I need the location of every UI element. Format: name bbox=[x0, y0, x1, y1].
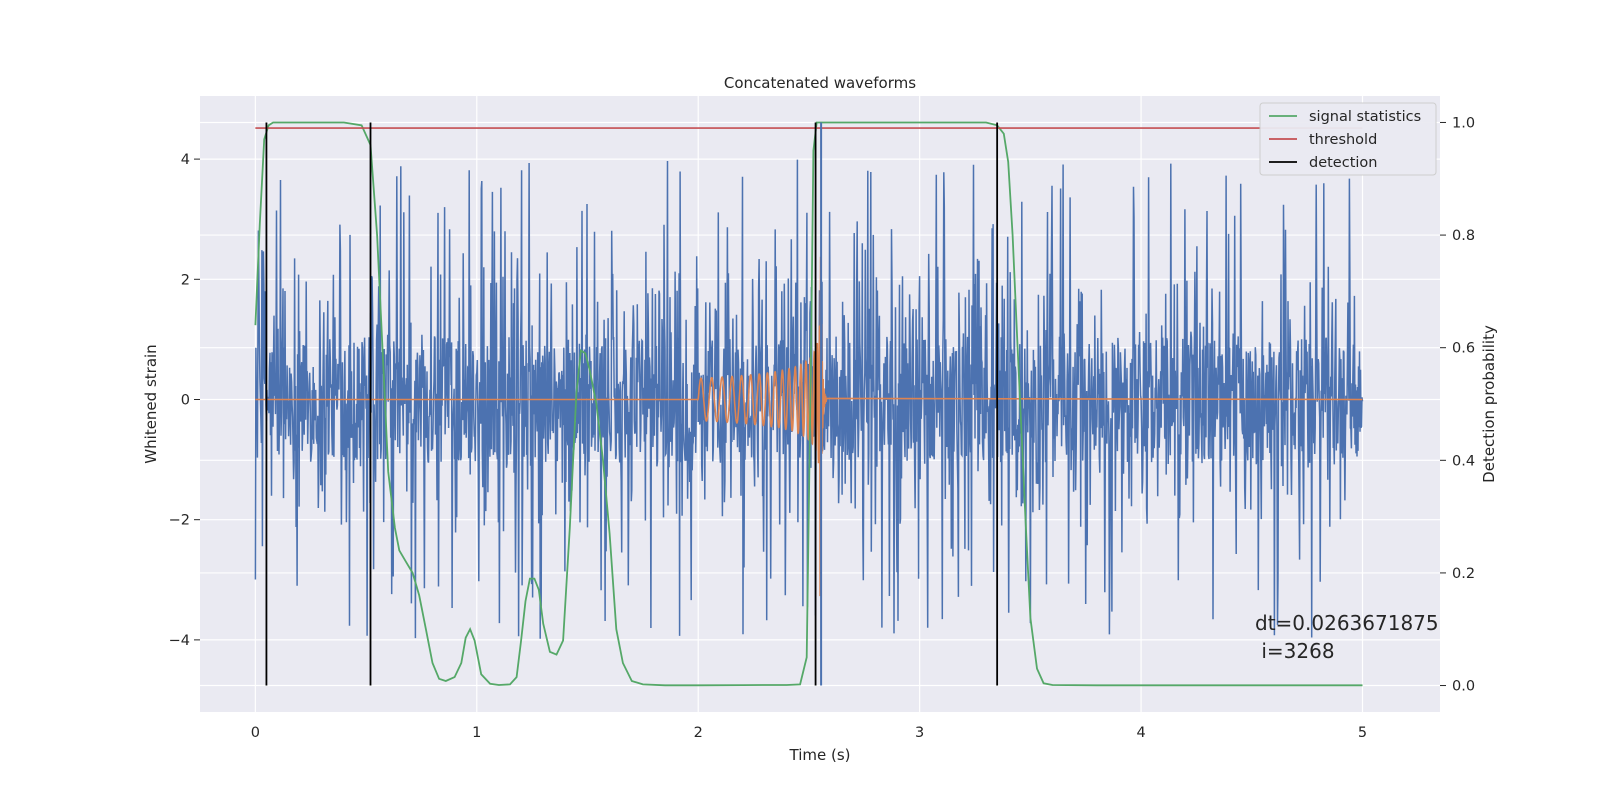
y2-tick-label-4: 0.8 bbox=[1452, 228, 1475, 244]
chart-title: Concatenated waveforms bbox=[724, 74, 916, 92]
template-waveform-line bbox=[255, 256, 1363, 597]
y2-tick-label-2: 0.4 bbox=[1452, 453, 1475, 469]
legend-label-threshold: threshold bbox=[1309, 132, 1377, 148]
y-axis-ticks: −4 −2 0 2 4 bbox=[169, 152, 200, 649]
plot-lines bbox=[254, 121, 1364, 687]
y2-tick-label-1: 0.2 bbox=[1452, 566, 1475, 582]
annotation-index: i=3268 bbox=[1255, 639, 1335, 663]
y2-tick-label-5: 1.0 bbox=[1452, 115, 1475, 131]
x-tick-label-2: 2 bbox=[694, 725, 703, 741]
y-tick-label-2: 0 bbox=[181, 392, 190, 408]
y-tick-label-4: 4 bbox=[181, 152, 190, 168]
x-axis-label: Time (s) bbox=[789, 746, 851, 764]
y-tick-label-0: −4 bbox=[169, 633, 190, 649]
y-axis-label: Whitened strain bbox=[142, 344, 160, 463]
legend-label-signal-statistics: signal statistics bbox=[1309, 109, 1421, 125]
annotation-dt: dt=0.0263671875 bbox=[1255, 611, 1439, 635]
legend: signal statistics threshold detection bbox=[1259, 102, 1437, 176]
x-tick-label-0: 0 bbox=[251, 725, 260, 741]
y2-tick-label-0: 0.0 bbox=[1452, 679, 1475, 695]
y-tick-label-3: 2 bbox=[181, 272, 190, 288]
x-tick-label-1: 1 bbox=[472, 725, 481, 741]
y2-tick-label-3: 0.6 bbox=[1452, 341, 1475, 357]
y2-axis-label: Detection probability bbox=[1480, 325, 1498, 483]
legend-box bbox=[1259, 102, 1437, 176]
y2-axis-ticks: 0.0 0.2 0.4 0.6 0.8 1.0 bbox=[1440, 115, 1475, 695]
legend-label-detection: detection bbox=[1309, 155, 1377, 171]
x-axis-ticks: 0 1 2 3 4 5 bbox=[251, 725, 1367, 741]
x-tick-label-4: 4 bbox=[1136, 725, 1145, 741]
x-tick-label-3: 3 bbox=[915, 725, 924, 741]
y-tick-label-1: −2 bbox=[169, 513, 190, 529]
x-tick-label-5: 5 bbox=[1358, 725, 1367, 741]
